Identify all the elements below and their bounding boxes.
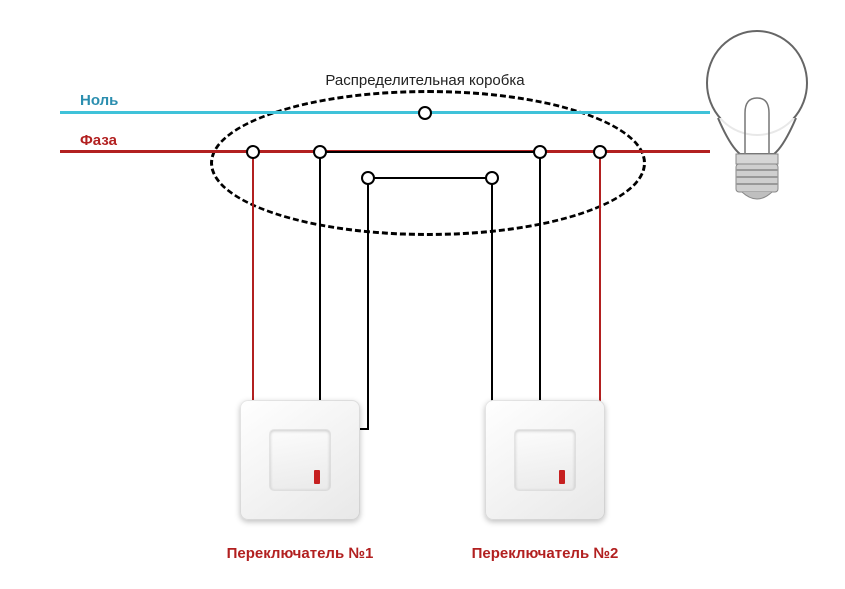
sw1-t2-drop (367, 178, 369, 430)
traveller-bottom (368, 177, 492, 179)
node-sw1-t2 (361, 171, 375, 185)
neutral-label: Ноль (80, 92, 118, 109)
sw1-t1-drop (319, 152, 321, 430)
sw1-common-drop (252, 152, 254, 430)
sw2-common-drop (599, 152, 601, 430)
sw2-t2-drop (491, 178, 493, 430)
junction-box-label: Распределительная коробка (325, 72, 524, 89)
neutral-wire (60, 111, 710, 114)
sw2-t1-drop (539, 152, 541, 430)
node-top-center (418, 106, 432, 120)
switch-1[interactable] (240, 400, 360, 520)
node-sw1-t1 (313, 145, 327, 159)
node-phase-in (246, 145, 260, 159)
switch-2[interactable] (485, 400, 605, 520)
node-phase-out (593, 145, 607, 159)
traveller-top (320, 151, 540, 153)
switch-1-label: Переключатель №1 (227, 545, 374, 562)
switch-2-label: Переключатель №2 (472, 545, 619, 562)
node-sw2-t1 (533, 145, 547, 159)
light-bulb-icon (690, 28, 825, 218)
node-sw2-t2 (485, 171, 499, 185)
phase-label: Фаза (80, 132, 117, 149)
